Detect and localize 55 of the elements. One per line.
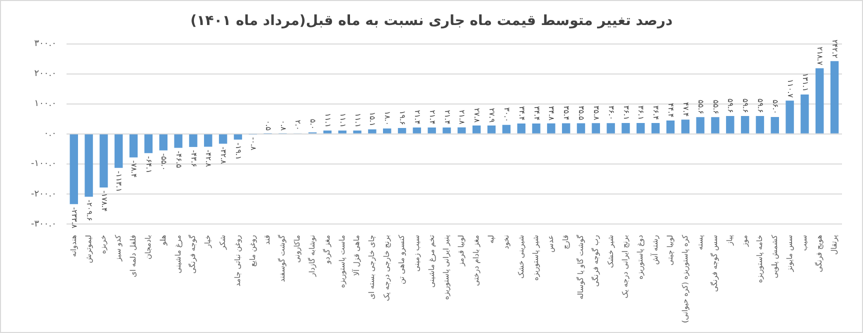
bar	[696, 117, 704, 134]
bar	[100, 134, 108, 188]
bar	[368, 129, 376, 134]
chart-title: درصد تغییر متوسط قیمت ماه جاری نسبت به ماه قبل(مرداد ماه ۱۴۰۱)	[190, 13, 673, 30]
bar	[711, 117, 720, 134]
bar	[487, 126, 496, 134]
bar	[816, 68, 824, 134]
bar	[218, 134, 228, 144]
bar	[174, 134, 182, 148]
bar	[338, 130, 346, 134]
bar	[622, 123, 630, 134]
bar	[800, 94, 809, 134]
bar	[70, 134, 78, 204]
y-tick-label: ۰.۰	[44, 129, 56, 140]
y-tick-label: -۳۰۰.۰	[30, 219, 56, 230]
bar	[159, 134, 168, 150]
bar	[84, 134, 93, 197]
bar	[651, 122, 660, 134]
bar	[383, 128, 392, 134]
bar	[428, 127, 436, 134]
bar	[234, 134, 242, 140]
bar	[740, 116, 750, 134]
y-tick-label: ۲۰۰.۰	[34, 69, 56, 80]
bar	[412, 127, 422, 134]
bar	[562, 123, 570, 134]
y-tick-label: ۱۰۰.۰	[34, 99, 56, 110]
bar	[606, 123, 615, 134]
bar	[398, 128, 406, 134]
y-tick-label: ۳۰۰.۰	[34, 39, 56, 50]
bar	[323, 130, 332, 134]
bar	[756, 116, 764, 134]
bar	[144, 134, 153, 154]
bar	[442, 127, 451, 134]
bar	[547, 123, 556, 134]
bar	[726, 116, 734, 134]
bar	[114, 134, 123, 168]
bar	[830, 61, 839, 134]
bar	[592, 123, 600, 134]
bar	[636, 123, 645, 134]
bar	[189, 134, 198, 147]
bar	[576, 123, 586, 134]
bar	[458, 127, 466, 134]
bar	[353, 130, 362, 134]
bar	[517, 124, 526, 134]
bar	[666, 120, 675, 134]
bar	[786, 100, 794, 134]
bar	[129, 134, 138, 158]
y-tick-label: -۱۰۰.۰	[30, 159, 56, 170]
y-tick-label: -۲۰۰.۰	[30, 189, 56, 200]
bar	[204, 134, 212, 147]
bar	[770, 117, 779, 134]
bar	[502, 124, 511, 134]
bar	[681, 120, 690, 134]
bar	[472, 126, 481, 134]
bar	[532, 124, 540, 134]
